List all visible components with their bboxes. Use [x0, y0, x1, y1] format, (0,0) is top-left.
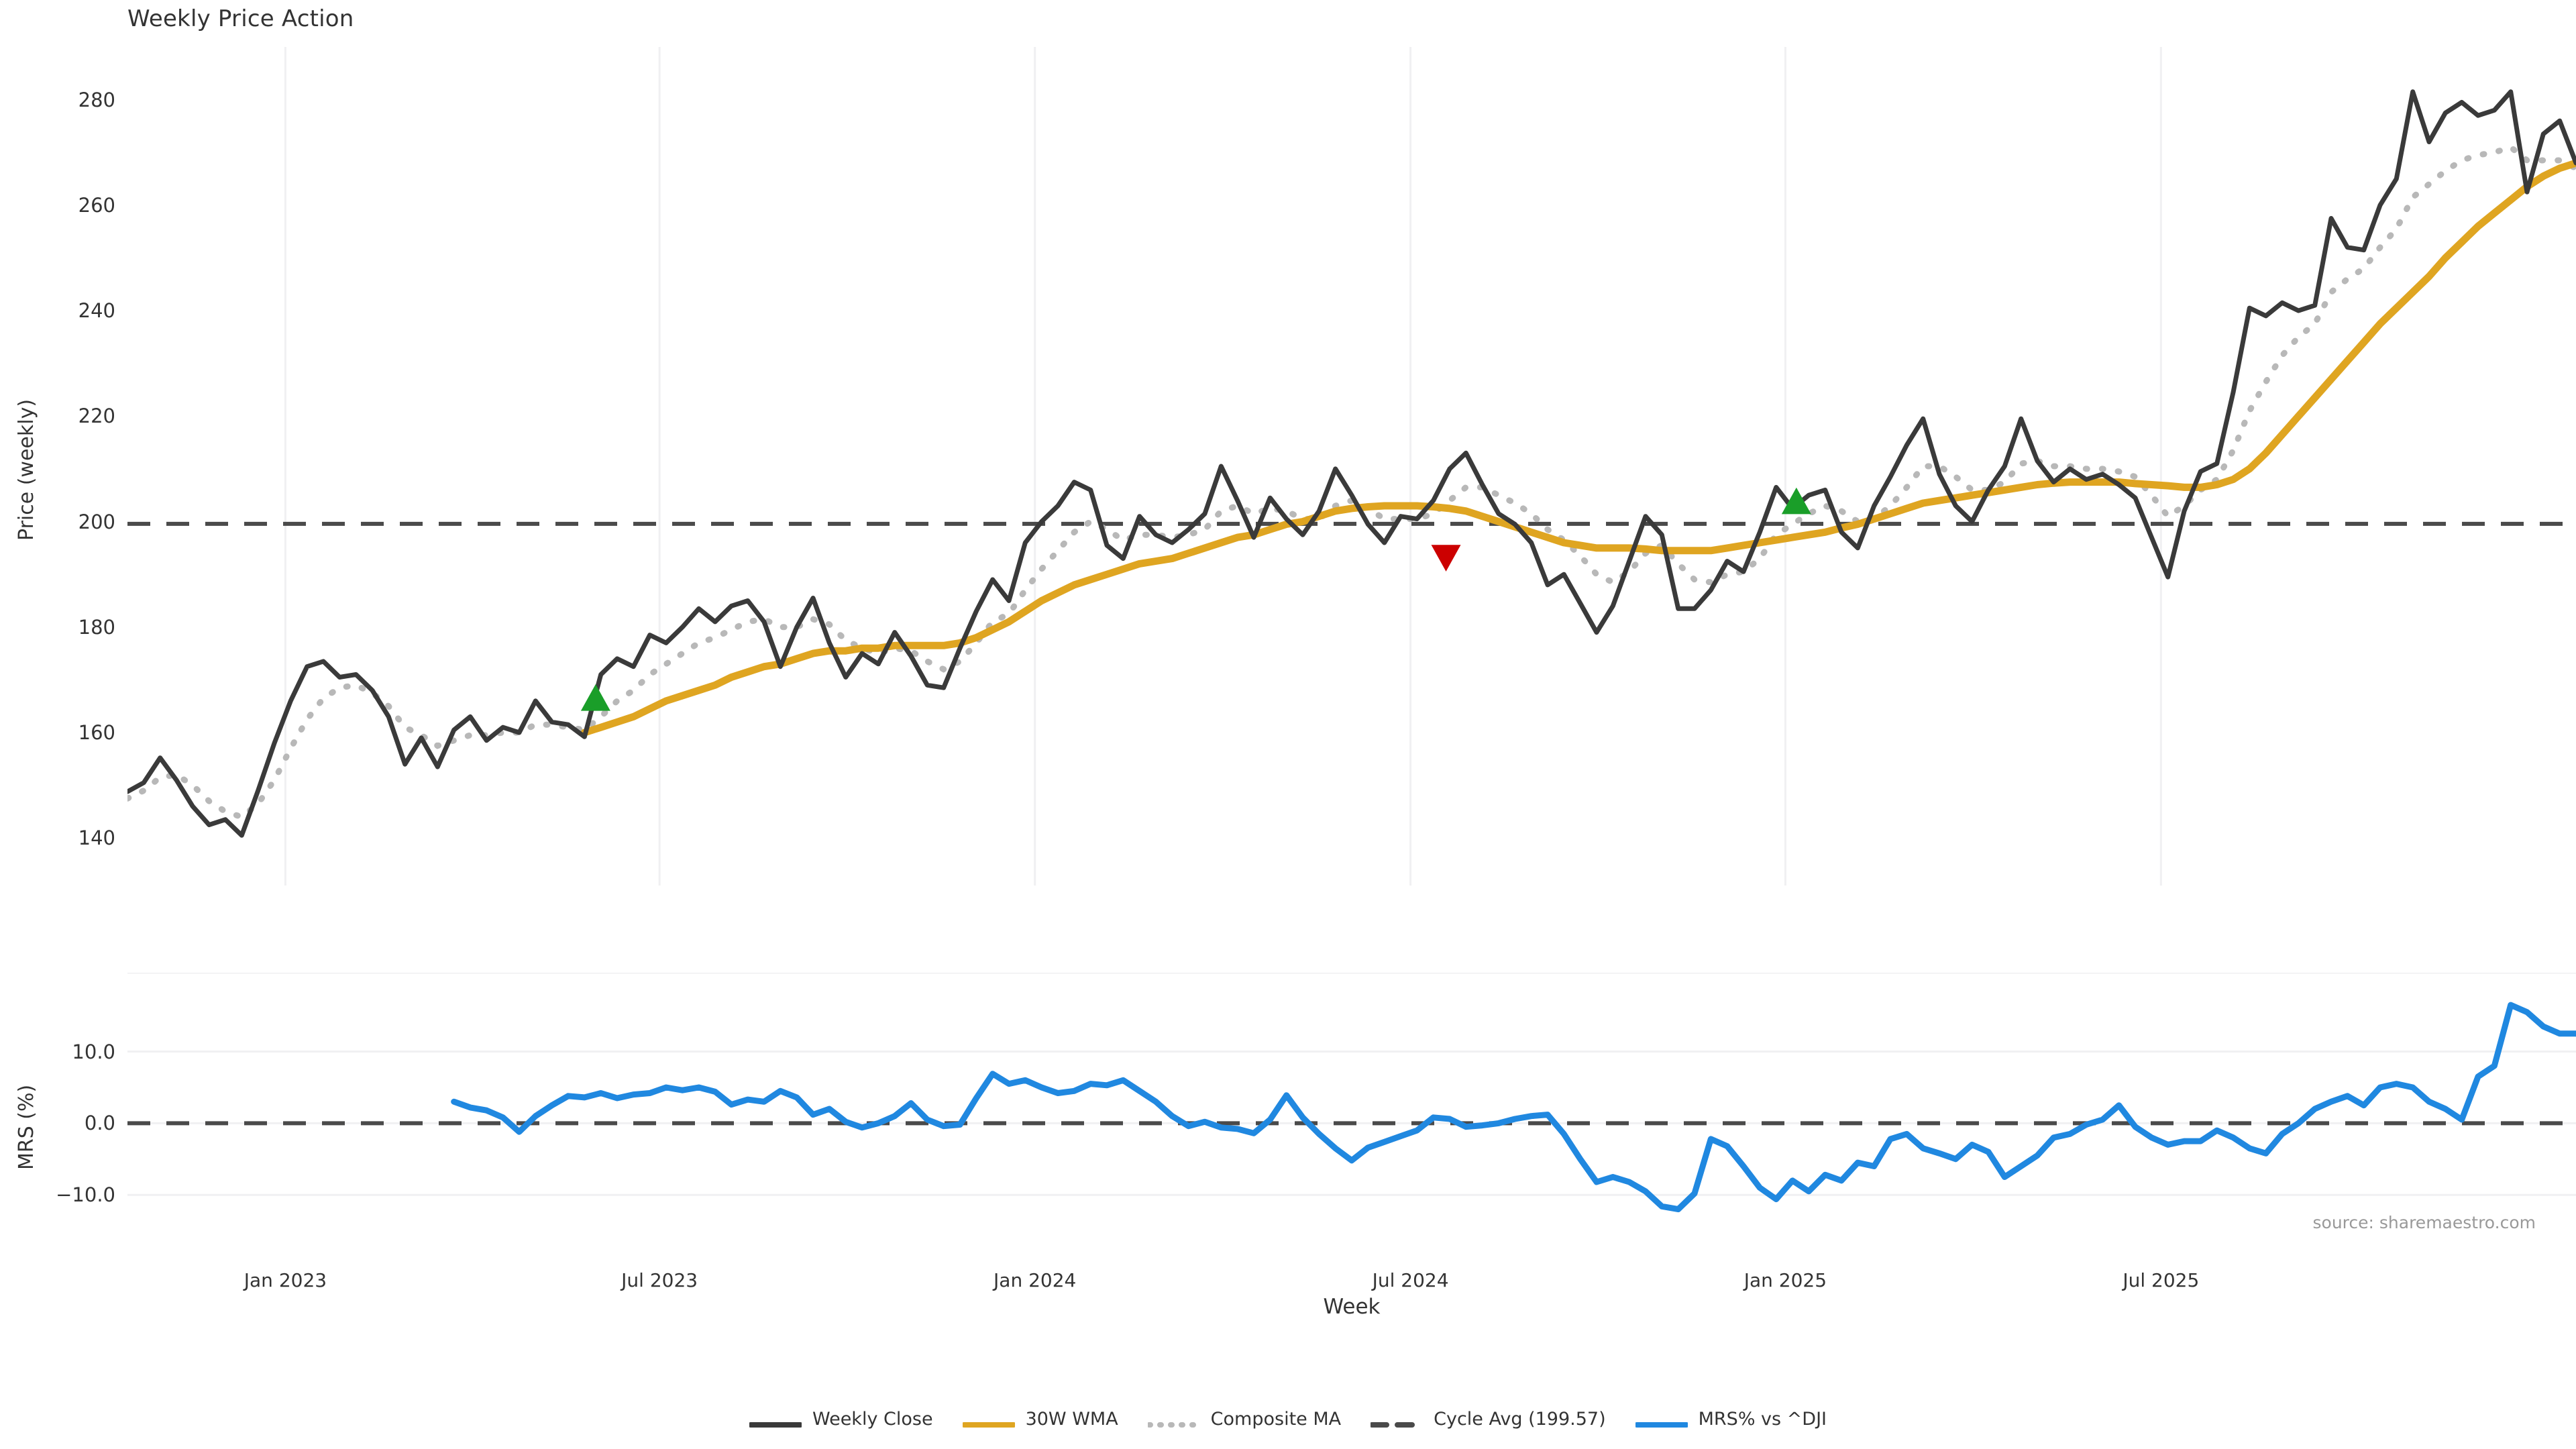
x-tick-2: Jan 2024 [994, 1269, 1077, 1291]
x-tick-labels: Jan 2023 Jul 2023 Jan 2024 Jul 2024 Jan 2025… [0, 1261, 2576, 1295]
legend-item-2[interactable]: Composite MA [1147, 1409, 1342, 1430]
price-yticks-5: 240 [78, 299, 115, 323]
legend-item-0[interactable]: Weekly Close [749, 1409, 933, 1430]
legend-item-1[interactable]: 30W WMA [962, 1409, 1118, 1430]
wma-line [580, 159, 2576, 737]
mrs-chart-panel [127, 973, 2576, 1234]
sell-signal-marker-1 [1431, 545, 1461, 572]
legend-label-1: 30W WMA [1025, 1409, 1118, 1430]
price-yticks-6: 260 [78, 193, 115, 217]
x-tick-3: Jul 2024 [1372, 1269, 1449, 1291]
source-attribution: source: sharemaestro.com [2312, 1213, 2536, 1232]
mrs-line [451, 1002, 2576, 1213]
mrs-yticks-2: 10.0 [72, 1040, 115, 1063]
price-chart-panel [127, 47, 2576, 885]
mrs-plot [127, 973, 2576, 1213]
price-yticks-4: 220 [78, 405, 115, 428]
legend-item-3[interactable]: Cycle Avg (199.57) [1371, 1409, 1606, 1430]
price-yticks-1: 160 [78, 721, 115, 744]
x-tick-0: Jan 2023 [244, 1269, 327, 1291]
buy-signal-marker-2 [1781, 487, 1811, 515]
weekly-close-line [127, 89, 2576, 838]
chart-legend: Weekly Close 30W WMA Composite MA Cycle Avg… [0, 1409, 2576, 1430]
legend-label-0: Weekly Close [812, 1409, 933, 1430]
price-yticks-2: 180 [78, 615, 115, 639]
price-yticks-3: 200 [78, 510, 115, 533]
price-yticks-0: 140 [78, 826, 115, 850]
price-yticks-7: 280 [78, 88, 115, 111]
x-tick-5: Jul 2025 [2123, 1269, 2200, 1291]
mrs-yticks-0: −10.0 [56, 1183, 115, 1207]
legend-label-3: Cycle Avg (199.57) [1434, 1409, 1606, 1430]
buy-signal-marker-0 [580, 684, 610, 711]
composite-ma-line [127, 144, 2576, 820]
legend-label-4: MRS% vs ^DJI [1698, 1409, 1827, 1430]
legend-label-2: Composite MA [1210, 1409, 1342, 1430]
x-tick-1: Jul 2023 [621, 1269, 698, 1291]
mrs-yticks-1: 0.0 [84, 1112, 115, 1135]
page-title: Weekly Price Action [127, 5, 354, 32]
price-axis-label: Price (weekly) [15, 398, 38, 541]
price-plot [127, 47, 2576, 885]
x-axis-label: Week [1323, 1295, 1381, 1319]
legend-item-4[interactable]: MRS% vs ^DJI [1635, 1409, 1827, 1430]
x-tick-4: Jan 2025 [1743, 1269, 1827, 1291]
